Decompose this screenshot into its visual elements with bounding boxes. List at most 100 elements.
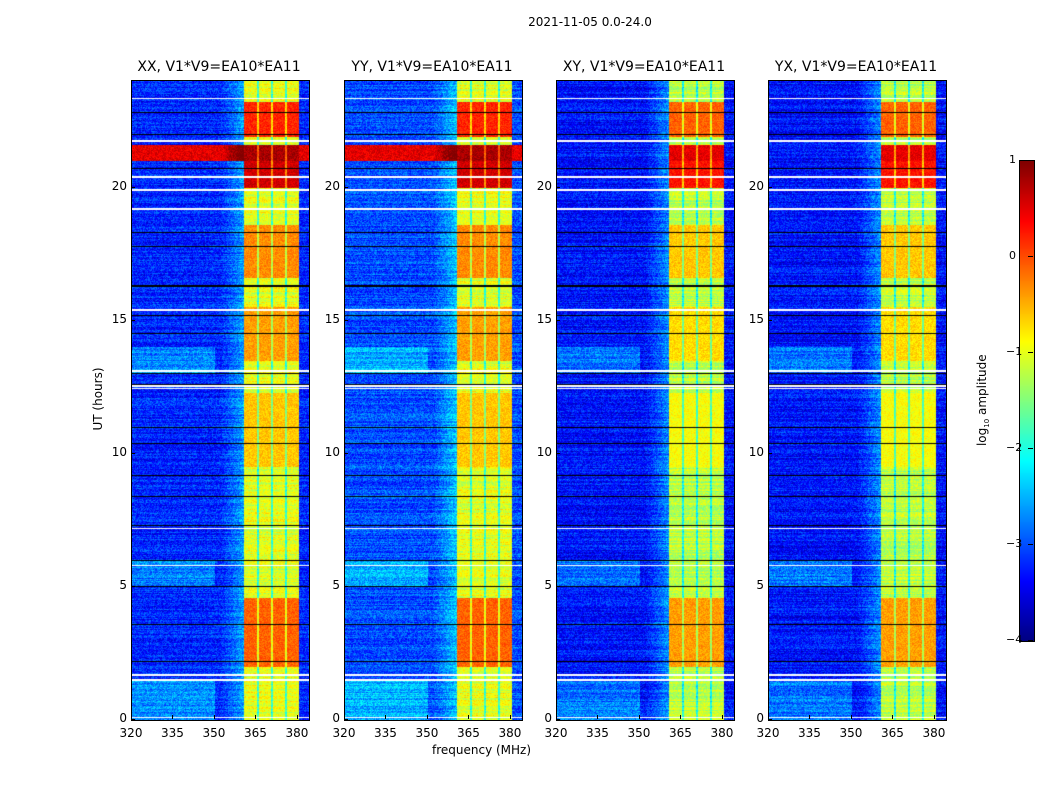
colorbar-tick-mark bbox=[1028, 256, 1033, 257]
x-tick-mark bbox=[597, 715, 599, 719]
colorbar-tick-label: 1 bbox=[1009, 153, 1016, 166]
x-tick-mark bbox=[213, 715, 215, 719]
x-tick-mark bbox=[809, 715, 811, 719]
x-tick-label: 350 bbox=[415, 726, 439, 740]
y-tick-mark bbox=[556, 186, 560, 188]
colorbar-label: log10 amplitude bbox=[975, 350, 991, 450]
panel-title-xy: XY, V1*V9=EA10*EA11 bbox=[562, 59, 726, 75]
x-tick-label: 335 bbox=[798, 726, 821, 740]
colorbar-tick-label: −2 bbox=[1006, 441, 1023, 454]
y-tick-label: 5 bbox=[544, 577, 552, 592]
y-tick-mark bbox=[768, 585, 772, 587]
figure-title: 2021-11-05 0.0-24.0 bbox=[528, 15, 652, 29]
x-tick-label: 350 bbox=[202, 726, 226, 740]
y-tick-label: 15 bbox=[536, 311, 552, 326]
x-tick-mark bbox=[892, 715, 894, 719]
y-tick-label: 0 bbox=[756, 711, 764, 725]
heatmap-canvas-yy bbox=[345, 81, 522, 720]
x-tick-label: 350 bbox=[627, 726, 651, 740]
y-tick-label: 15 bbox=[324, 311, 340, 326]
x-tick-mark bbox=[296, 715, 298, 719]
x-tick-mark bbox=[426, 715, 428, 719]
y-tick-label: 10 bbox=[536, 444, 552, 459]
x-tick-label: 365 bbox=[457, 726, 480, 740]
x-axis-label: frequency (MHz) bbox=[432, 743, 532, 757]
y-tick-mark bbox=[131, 585, 135, 587]
y-tick-label: 20 bbox=[536, 178, 552, 193]
y-axis-label: UT (hours) bbox=[91, 367, 105, 431]
x-tick-label: 320 bbox=[119, 726, 143, 740]
y-tick-mark bbox=[768, 319, 772, 321]
colorbar-tick-label: −4 bbox=[1006, 633, 1023, 646]
x-tick-label: 380 bbox=[710, 726, 734, 740]
y-tick-mark bbox=[768, 452, 772, 454]
y-tick-mark bbox=[344, 452, 348, 454]
x-tick-mark bbox=[850, 715, 852, 719]
y-tick-label: 0 bbox=[544, 711, 552, 725]
colorbar-label-prefix: log bbox=[974, 427, 989, 447]
y-tick-mark bbox=[344, 186, 348, 188]
x-tick-mark bbox=[344, 715, 345, 719]
x-tick-mark bbox=[638, 715, 640, 719]
panel-title-xx: XX, V1*V9=EA10*EA11 bbox=[137, 59, 301, 75]
y-tick-label: 5 bbox=[119, 577, 127, 592]
y-tick-mark bbox=[556, 719, 560, 720]
colorbar-tick-mark bbox=[1028, 544, 1033, 545]
x-tick-mark bbox=[131, 715, 132, 719]
y-tick-label: 20 bbox=[748, 178, 764, 193]
panel-title-yx: YX, V1*V9=EA10*EA11 bbox=[774, 59, 938, 75]
y-tick-label: 15 bbox=[111, 311, 127, 326]
y-tick-label: 10 bbox=[111, 444, 127, 459]
heatmap-canvas-xx bbox=[132, 81, 309, 720]
y-tick-label: 5 bbox=[756, 577, 764, 592]
heatmap-canvas-xy bbox=[557, 81, 734, 720]
x-tick-mark bbox=[509, 715, 511, 719]
x-tick-mark bbox=[721, 715, 723, 719]
colorbar-label-sub: 10 bbox=[983, 418, 992, 428]
heatmap-panel-xy bbox=[556, 80, 735, 721]
heatmap-canvas-yx bbox=[769, 81, 946, 720]
y-tick-label: 0 bbox=[119, 711, 127, 725]
colorbar-tick-label: −1 bbox=[1006, 345, 1023, 358]
panel-title-yy: YY, V1*V9=EA10*EA11 bbox=[351, 59, 513, 75]
x-tick-label: 380 bbox=[285, 726, 309, 740]
y-tick-label: 20 bbox=[324, 178, 340, 193]
x-tick-label: 365 bbox=[881, 726, 904, 740]
y-tick-mark bbox=[556, 319, 560, 321]
colorbar-tick-mark bbox=[1028, 640, 1033, 641]
x-tick-mark bbox=[768, 715, 769, 719]
x-tick-mark bbox=[255, 715, 257, 719]
y-tick-label: 0 bbox=[332, 711, 340, 725]
heatmap-panel-xx bbox=[131, 80, 310, 721]
y-tick-label: 10 bbox=[324, 444, 340, 459]
y-tick-mark bbox=[344, 719, 348, 720]
y-tick-mark bbox=[344, 585, 348, 587]
y-tick-label: 20 bbox=[111, 178, 127, 193]
x-tick-label: 335 bbox=[161, 726, 184, 740]
y-tick-mark bbox=[131, 186, 135, 188]
colorbar-tick-mark bbox=[1028, 352, 1033, 353]
y-tick-label: 10 bbox=[748, 444, 764, 459]
colorbar-tick-label: 0 bbox=[1009, 249, 1016, 262]
x-tick-mark bbox=[172, 715, 174, 719]
x-tick-label: 365 bbox=[669, 726, 692, 740]
x-tick-label: 335 bbox=[374, 726, 397, 740]
y-tick-label: 15 bbox=[748, 311, 764, 326]
x-tick-mark bbox=[556, 715, 557, 719]
x-tick-label: 320 bbox=[756, 726, 780, 740]
x-tick-label: 320 bbox=[332, 726, 356, 740]
x-tick-label: 320 bbox=[544, 726, 568, 740]
x-tick-mark bbox=[680, 715, 682, 719]
y-tick-mark bbox=[768, 186, 772, 188]
y-tick-mark bbox=[556, 452, 560, 454]
y-tick-mark bbox=[344, 319, 348, 321]
x-tick-label: 365 bbox=[244, 726, 267, 740]
heatmap-panel-yy bbox=[344, 80, 523, 721]
x-tick-mark bbox=[468, 715, 470, 719]
colorbar-tick-mark bbox=[1028, 160, 1033, 161]
y-tick-mark bbox=[131, 719, 135, 720]
y-tick-mark bbox=[768, 719, 772, 720]
heatmap-panel-yx bbox=[768, 80, 947, 721]
colorbar bbox=[1019, 160, 1035, 642]
